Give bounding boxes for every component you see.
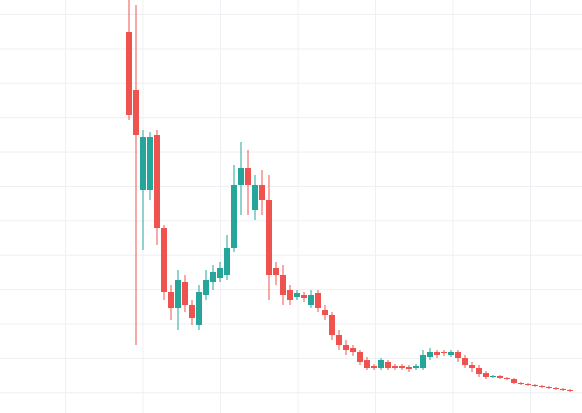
candle-body [133,90,139,135]
candle-body [140,137,146,190]
candle-body [434,352,440,355]
candle-body [357,352,363,362]
candle-body [560,389,566,390]
candle-body [231,185,237,248]
candle-body [399,366,405,368]
candle-body [238,168,244,185]
candle-body [497,376,503,378]
candle-body [280,275,286,295]
candle-body [567,390,573,391]
candle-body [462,358,468,365]
candle-body [371,366,377,368]
candle-body [350,348,356,352]
candle-body [210,272,216,282]
candle-body [245,168,251,185]
candle-body [553,388,559,389]
candle-body [343,345,349,350]
candle-body [182,282,188,305]
candle-body [378,360,384,368]
candle-body [441,352,447,353]
candle-body [203,280,209,295]
candle-body [385,362,391,368]
candle-body [224,248,230,275]
candle-body [546,387,552,388]
candle-body [266,200,272,275]
candle-body [504,378,510,379]
candle-body [126,32,132,115]
candle-body [483,373,489,377]
candle-body [539,386,545,387]
candle-body [336,335,342,345]
candle-body [217,268,223,278]
candle-body [413,366,419,368]
candle-body [490,376,496,377]
candle-body [322,310,328,315]
candle-body [518,383,524,384]
candle-body [455,352,461,358]
candle-body [532,385,538,386]
candle-body [252,185,258,210]
candle-body [511,379,517,383]
candle-body [259,185,265,200]
candle-body [469,365,475,368]
candle-body [406,367,412,369]
candle-body [294,293,300,297]
candle-body [392,366,398,368]
candle-body [273,268,279,275]
candle-body [189,305,195,318]
candle-body [308,295,314,305]
candle-body [196,292,202,325]
candle-body [175,280,181,308]
candle-body [525,384,531,385]
candle-body [364,360,370,368]
candle-body [301,295,307,298]
candle-body [154,135,160,228]
candle-body [448,352,454,355]
candle-body [476,368,482,374]
candle-body [427,352,433,357]
candle-body [147,137,153,190]
candle-body [287,290,293,300]
candle-body [168,292,174,308]
candle-body [329,315,335,335]
candle-body [315,293,321,308]
candle-body [161,228,167,292]
candle-body [420,355,426,368]
